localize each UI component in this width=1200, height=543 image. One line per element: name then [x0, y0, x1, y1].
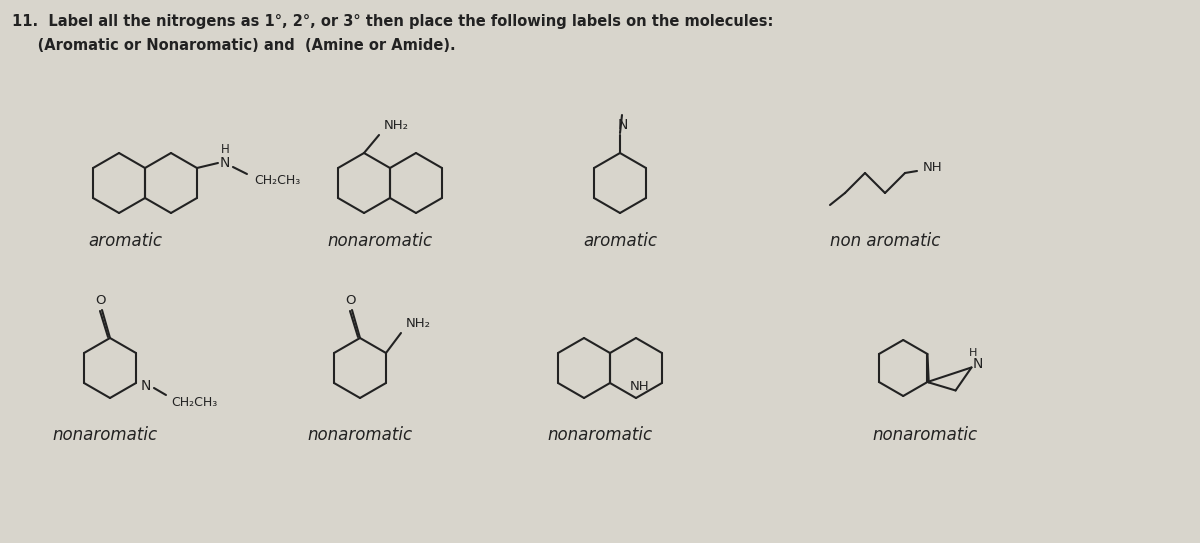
Text: nonaromatic: nonaromatic — [53, 426, 157, 444]
Text: CH₂CH₃: CH₂CH₃ — [170, 396, 217, 409]
Text: nonaromatic: nonaromatic — [872, 426, 978, 444]
Text: (Aromatic or Nonaromatic) and  (Amine or Amide).: (Aromatic or Nonaromatic) and (Amine or … — [12, 37, 456, 53]
Text: H: H — [970, 349, 978, 358]
Text: N: N — [140, 379, 151, 393]
Text: CH₂CH₃: CH₂CH₃ — [254, 174, 300, 186]
Text: non aromatic: non aromatic — [830, 232, 940, 250]
Text: N: N — [618, 118, 628, 132]
Text: H: H — [221, 142, 229, 155]
Text: nonaromatic: nonaromatic — [547, 426, 653, 444]
Text: O: O — [95, 294, 106, 306]
Text: N: N — [972, 357, 983, 371]
Text: O: O — [344, 294, 355, 306]
Text: N: N — [220, 156, 230, 170]
Text: NH: NH — [923, 161, 943, 174]
Text: nonaromatic: nonaromatic — [307, 426, 413, 444]
Text: aromatic: aromatic — [583, 232, 658, 250]
Text: aromatic: aromatic — [88, 232, 162, 250]
Text: NH₂: NH₂ — [406, 317, 431, 330]
Text: NH: NH — [630, 380, 649, 393]
Text: 11.  Label all the nitrogens as 1°, 2°, or 3° then place the following labels on: 11. Label all the nitrogens as 1°, 2°, o… — [12, 14, 773, 28]
Text: NH₂: NH₂ — [384, 118, 408, 131]
Text: nonaromatic: nonaromatic — [328, 232, 432, 250]
